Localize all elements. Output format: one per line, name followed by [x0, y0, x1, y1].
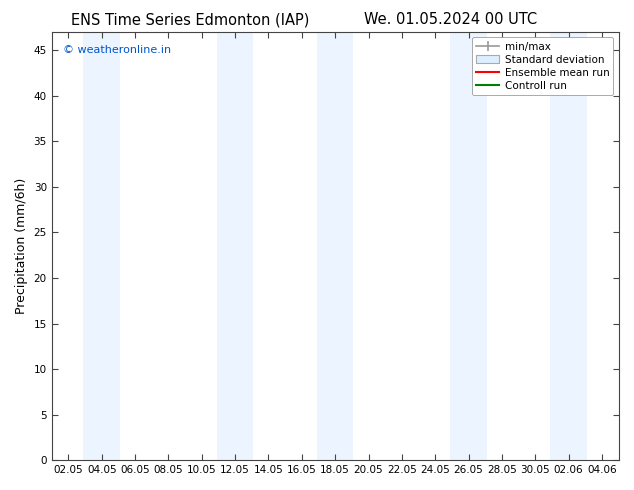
Bar	[317, 32, 354, 460]
Bar	[550, 32, 587, 460]
Text: We. 01.05.2024 00 UTC: We. 01.05.2024 00 UTC	[363, 12, 537, 27]
Bar	[217, 32, 254, 460]
Y-axis label: Precipitation (mm/6h): Precipitation (mm/6h)	[15, 178, 28, 314]
Text: ENS Time Series Edmonton (IAP): ENS Time Series Edmonton (IAP)	[71, 12, 309, 27]
Bar	[450, 32, 487, 460]
Bar	[83, 32, 120, 460]
Text: © weatheronline.in: © weatheronline.in	[63, 45, 171, 55]
Legend: min/max, Standard deviation, Ensemble mean run, Controll run: min/max, Standard deviation, Ensemble me…	[472, 37, 614, 95]
